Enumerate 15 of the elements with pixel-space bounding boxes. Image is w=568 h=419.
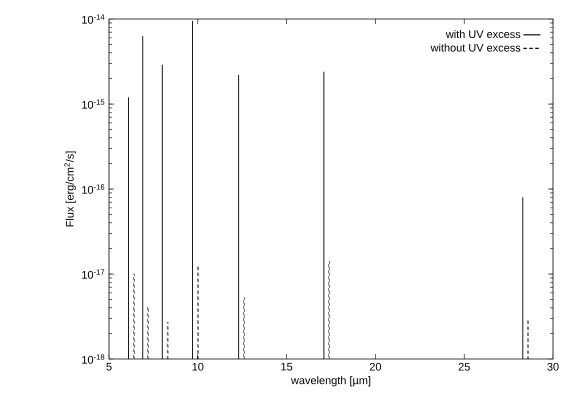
x-tick-label: 30 (547, 362, 559, 371)
y-axis-title: Flux [erg/cm$^{2}$/s] (64, 151, 76, 226)
y-tick-label: 10$^{-16}$ (82, 184, 104, 194)
x-axis-title: wavelength [µm] (290, 376, 370, 386)
x-tick-label: 10 (192, 362, 204, 371)
legend-label: with UV excess (446, 30, 520, 38)
y-tick-label: 10$^{-15}$ (82, 99, 104, 109)
y-tick-label: 10$^{-18}$ (82, 354, 104, 364)
x-tick-label: 20 (370, 362, 382, 371)
legend-label: without UV excess (430, 44, 520, 52)
x-tick-label: 5 (106, 362, 112, 371)
x-tick-label: 15 (281, 362, 292, 371)
y-tick-label: 10$^{-17}$ (82, 269, 104, 279)
x-tick-label: 25 (458, 362, 470, 371)
y-tick-label: 10$^{-14}$ (82, 14, 104, 24)
